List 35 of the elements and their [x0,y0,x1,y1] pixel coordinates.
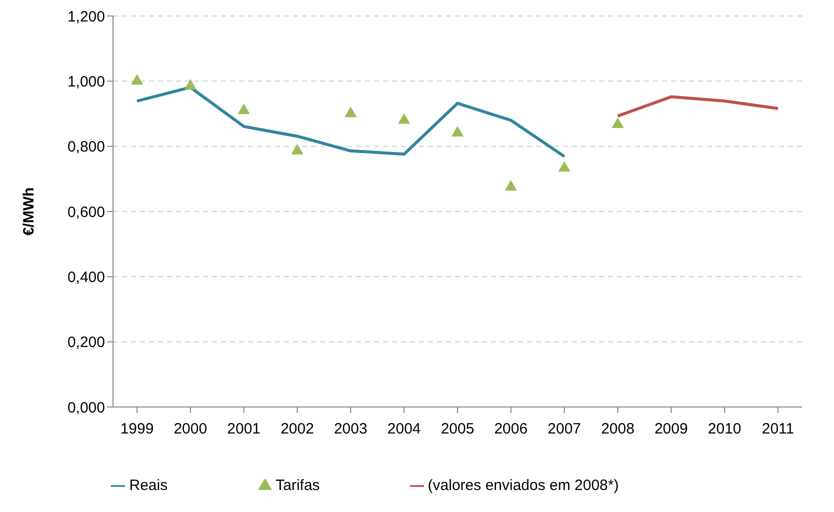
line-series [616,95,780,118]
x-tick-label: 2004 [387,420,421,438]
x-tick-label: 2001 [227,420,261,438]
legend-label: (valores enviados em 2008*) [428,477,619,494]
point [130,74,144,85]
y-axis-title: €/MWh [20,187,38,236]
legend-label: Reais [129,477,168,494]
x-tick-label: 1999 [120,420,154,438]
point [398,113,410,124]
x-tick-label: 2011 [762,420,794,438]
y-tick-label: 1,000 [67,73,105,90]
point [291,144,304,154]
y-tick-label: 0,600 [67,204,105,221]
point [238,103,250,114]
x-tick-label: 2003 [334,420,368,438]
x-tick-label: 2005 [440,420,474,438]
point [558,161,570,172]
y-tick-label: 1,200 [67,8,105,26]
x-tick-label: 2002 [280,420,314,438]
legend-label: Tarifas [276,477,320,494]
point [504,180,517,191]
x-tick-label: 2009 [654,420,688,438]
point [184,79,196,90]
x-tick-label: 2008 [601,420,634,438]
x-tick-label: 2007 [548,420,582,438]
point [612,117,624,128]
x-tick-label: 2010 [708,420,742,438]
x-tick-label: 2006 [494,420,528,438]
y-tick-label: 0,000 [67,399,105,416]
y-tick-label: 0,400 [67,268,105,286]
point [344,106,357,118]
y-tick-label: 0,800 [67,138,105,156]
x-tick-label: 2000 [174,420,208,438]
y-tick-label: 0,200 [67,334,105,352]
point [451,126,464,136]
